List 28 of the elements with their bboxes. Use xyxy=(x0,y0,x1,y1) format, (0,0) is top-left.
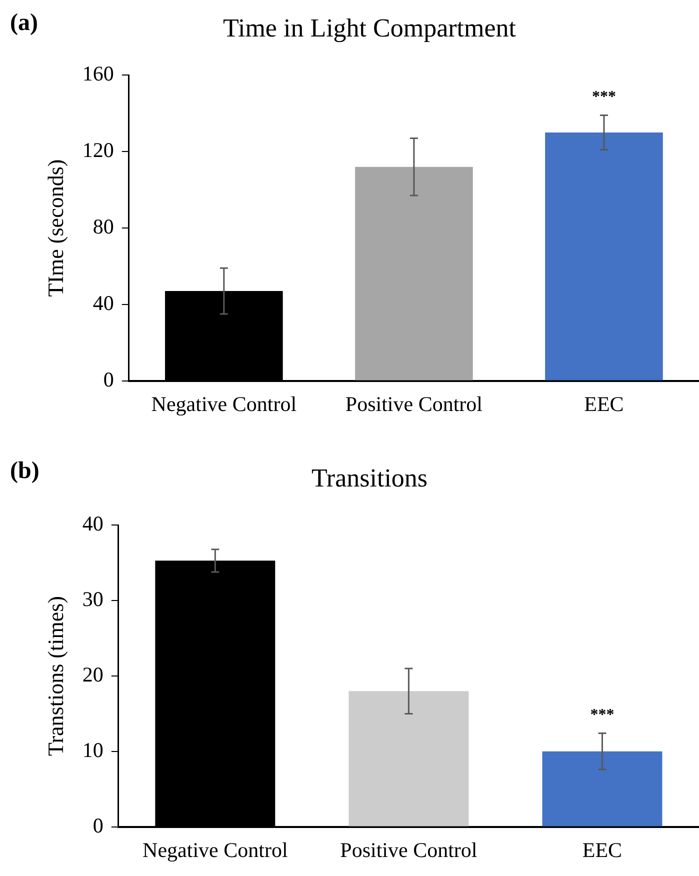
text: (b) xyxy=(10,458,40,484)
x-tick-label: Negative Control xyxy=(151,392,297,416)
y-tick-label: 0 xyxy=(92,813,104,838)
y-axis-title: Transtions (times) xyxy=(42,596,68,756)
text: (a) xyxy=(10,10,38,36)
y-tick-label: 10 xyxy=(82,738,104,762)
y-tick-label: 160 xyxy=(82,62,114,86)
y-tick-label: 20 xyxy=(82,662,104,687)
y-tick-label: 0 xyxy=(103,367,114,392)
x-tick-label: Positive Control xyxy=(345,392,483,416)
annotation: *** xyxy=(592,88,616,106)
bar xyxy=(348,691,469,826)
y-tick-label: 40 xyxy=(82,512,104,536)
bar xyxy=(545,132,663,380)
x-tick-label: Negative Control xyxy=(142,838,288,862)
y-tick-label: 30 xyxy=(82,587,104,612)
x-tick-label: EEC xyxy=(582,838,622,862)
bar xyxy=(542,751,662,826)
y-tick-label: 120 xyxy=(82,138,114,162)
y-tick-label: 40 xyxy=(92,290,114,315)
y-tick-label: 80 xyxy=(92,214,114,239)
x-tick-label: Positive Control xyxy=(340,838,478,862)
chart-title: Transitions xyxy=(311,463,428,492)
chart-title: Time in Light Compartment xyxy=(223,13,517,42)
x-tick-label: EEC xyxy=(584,392,624,416)
y-axis-title: TIme (seconds) xyxy=(42,159,68,297)
annotation: *** xyxy=(590,706,614,724)
bar xyxy=(355,166,473,380)
